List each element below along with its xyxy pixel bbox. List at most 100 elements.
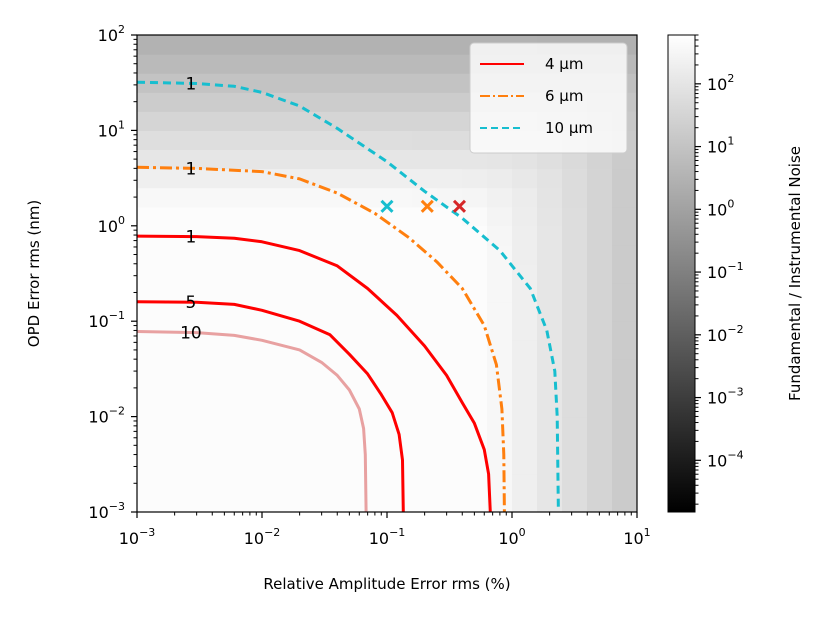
heatmap-cell [437, 73, 463, 93]
heatmap-cell [487, 359, 513, 380]
heatmap-cell [362, 397, 388, 418]
heatmap-cell [312, 340, 338, 360]
heatmap-cell [212, 54, 238, 74]
heatmap-cell [387, 149, 413, 170]
heatmap-cell [412, 92, 438, 112]
heatmap-cell [587, 263, 613, 284]
heatmap-cell [212, 130, 238, 151]
heatmap-cell [462, 206, 488, 227]
data-markers [380, 199, 467, 213]
heatmap-cell [237, 92, 263, 112]
heatmap-cell [412, 111, 438, 131]
heatmap-cell [187, 435, 213, 456]
heatmap-cell [262, 321, 288, 341]
heatmap-cell [237, 130, 263, 151]
heatmap-cell [287, 473, 313, 494]
heatmap-cell [262, 283, 288, 303]
heatmap-cell [462, 187, 488, 208]
heatmap-cell [612, 263, 637, 284]
heatmap-cell [512, 149, 538, 170]
heatmap-cell [287, 378, 313, 399]
heatmap-cell [437, 302, 463, 322]
heatmap-cell [212, 454, 238, 475]
heatmap-cell [612, 283, 637, 303]
heatmap-cell [262, 35, 288, 55]
heatmap-cell [562, 149, 588, 170]
heatmap-cell [137, 473, 163, 494]
heatmap-cell [512, 435, 538, 456]
heatmap-cell [537, 454, 563, 475]
heatmap-cell [587, 283, 613, 303]
heatmap-cell [462, 492, 488, 512]
heatmap-cell [487, 340, 513, 360]
heatmap-cell [412, 54, 438, 74]
heatmap-cell [387, 359, 413, 380]
heatmap-cell [262, 92, 288, 112]
heatmap-cell [512, 168, 538, 189]
heatmap-cell [262, 244, 288, 265]
heatmap-cell [137, 263, 163, 284]
heatmap-cell [612, 473, 637, 494]
heatmap-cell [412, 283, 438, 303]
heatmap-cell [137, 378, 163, 399]
heatmap-cell [237, 397, 263, 418]
heatmap-cell [412, 416, 438, 437]
contour-labels: 1 5 10 1 1 [180, 74, 202, 343]
colorbar-tick-label: 101 [707, 135, 734, 157]
heatmap-cell [412, 168, 438, 189]
marker-x [452, 199, 467, 213]
heatmap-cell [312, 416, 338, 437]
heatmap-cell [612, 206, 637, 227]
heatmap-cell [162, 378, 188, 399]
heatmap-cell [537, 359, 563, 380]
heatmap-cell [412, 73, 438, 93]
heatmap-cell [612, 492, 637, 512]
heatmap-cell [237, 206, 263, 227]
heatmap-cell [162, 435, 188, 456]
heatmap-cell [487, 187, 513, 208]
legend-box [469, 42, 628, 154]
heatmap-cell [212, 359, 238, 380]
heatmap-cell [137, 454, 163, 475]
heatmap-cell [337, 302, 363, 322]
heatmap-cell [137, 149, 163, 170]
heatmap-cell [562, 397, 588, 418]
heatmap-cell [187, 359, 213, 380]
heatmap-cell [487, 302, 513, 322]
heatmap-cell [162, 263, 188, 284]
heatmap-cell [262, 111, 288, 131]
heatmap-cell [187, 54, 213, 74]
heatmap-cell [237, 283, 263, 303]
heatmap-cell [587, 378, 613, 399]
heatmap-cell [162, 244, 188, 265]
heatmap-cell [487, 416, 513, 437]
heatmap-cell [287, 435, 313, 456]
heatmap-cell [237, 244, 263, 265]
heatmap-cell [387, 168, 413, 189]
heatmap-cell [337, 492, 363, 512]
heatmap-cell [337, 168, 363, 189]
heatmap-cell [362, 35, 388, 55]
heatmap-cell [187, 73, 213, 93]
heatmap-cell [387, 244, 413, 265]
heatmap-cell [162, 340, 188, 360]
heatmap-cell [262, 187, 288, 208]
heatmap-cell [562, 187, 588, 208]
contour-label: 1 [185, 228, 196, 248]
heatmap-cell [312, 263, 338, 284]
heatmap-cell [487, 206, 513, 227]
heatmap-cell [362, 302, 388, 322]
heatmap-cell [387, 302, 413, 322]
y-axis-title: OPD Error rms (nm) [25, 200, 43, 347]
heatmap-cell [287, 321, 313, 341]
heatmap-cell [562, 359, 588, 380]
heatmap-cell [437, 416, 463, 437]
heatmap-cell [187, 473, 213, 494]
heatmap-cell [362, 206, 388, 227]
heatmap-cell [562, 206, 588, 227]
heatmap-cell [487, 397, 513, 418]
heatmap-cell [437, 397, 463, 418]
heatmap-cell [612, 187, 637, 208]
heatmap-cell [587, 302, 613, 322]
heatmap-cell [587, 244, 613, 265]
